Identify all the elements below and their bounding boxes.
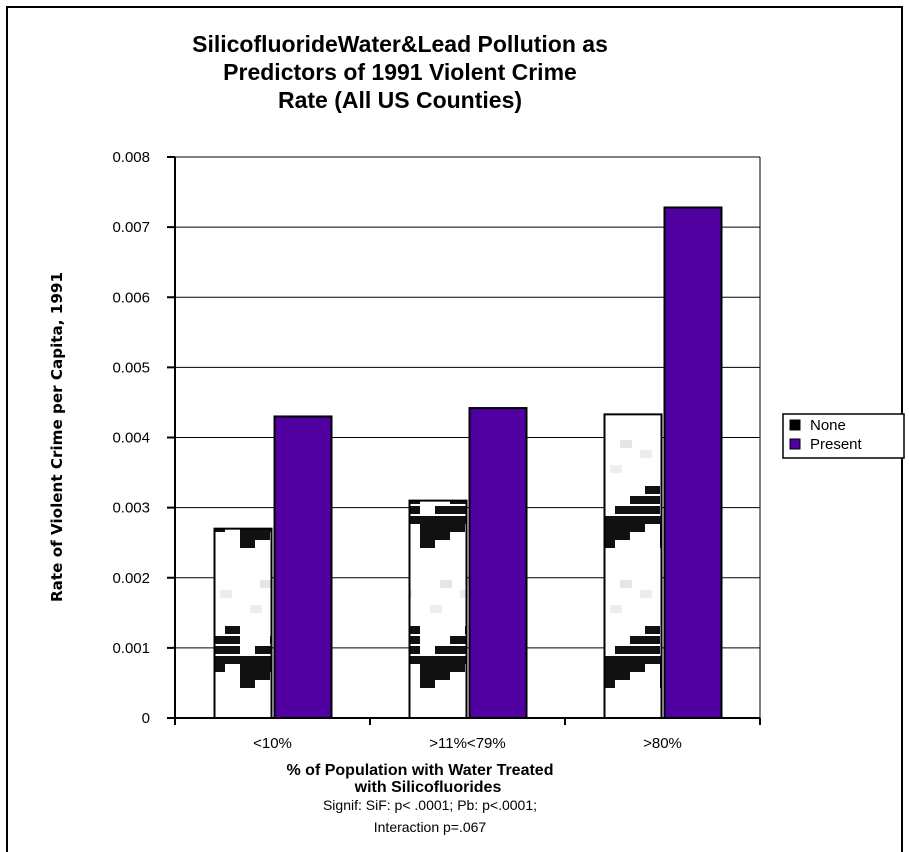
x-tick-labels: <10% >11%<79% >80% (253, 735, 682, 752)
significance-note: Signif: SiF: p< .0001; Pb: p<.0001; Inter… (323, 797, 537, 835)
y-tick-label: 0.008 (112, 149, 150, 166)
bar-none-0 (213, 527, 273, 719)
note-line: Interaction p=.067 (374, 819, 487, 835)
y-tick-label: 0.001 (112, 640, 150, 657)
y-tick-label: 0.003 (112, 500, 150, 517)
x-axis-title-line: % of Population with Water Treated (287, 762, 554, 779)
x-axis-title-line: with Silicofluorides (354, 779, 502, 796)
x-tick-label: <10% (253, 735, 292, 752)
bar-present-1 (468, 407, 528, 719)
legend-swatch-present (789, 438, 801, 450)
x-tick-label: >80% (643, 735, 682, 752)
bar-present-0 (273, 415, 333, 719)
legend-box (782, 413, 905, 459)
legend-label-none: None (810, 417, 846, 434)
y-tick-label: 0.006 (112, 289, 150, 306)
axes (167, 156, 761, 725)
legend-label-present: Present (810, 436, 863, 453)
note-line: Signif: SiF: p< .0001; Pb: p<.0001; (323, 797, 537, 813)
title-line: SilicofluorideWater&Lead Pollution as (192, 31, 608, 57)
title-line: Predictors of 1991 Violent Crime (223, 59, 577, 85)
bars (213, 206, 723, 720)
bar-none-2 (603, 413, 663, 719)
y-tick-label: 0 (142, 710, 150, 727)
legend-swatch-none (789, 419, 801, 431)
title-line: Rate (All US Counties) (278, 87, 522, 113)
x-tick-label: >11%<79% (429, 735, 505, 752)
bar-present-2 (663, 206, 723, 720)
bar-none-1 (408, 499, 468, 719)
y-tick-label: 0.002 (112, 570, 150, 587)
y-axis-label: Rate of Violent Crime per Capita, 1991 (48, 272, 66, 602)
chart-title: SilicofluorideWater&Lead Pollution asPre… (192, 31, 608, 113)
y-axis-title: Rate of Violent Crime per Capita, 1991 (48, 272, 66, 602)
y-tick-label: 0.007 (112, 219, 150, 236)
y-tick-label: 0.005 (112, 359, 150, 376)
legend: None Present (782, 413, 905, 459)
y-tick-labels: 0 0.001 0.002 0.003 0.004 0.005 0.006 0.007 0.00… (112, 149, 150, 727)
y-tick-label: 0.004 (112, 430, 150, 447)
